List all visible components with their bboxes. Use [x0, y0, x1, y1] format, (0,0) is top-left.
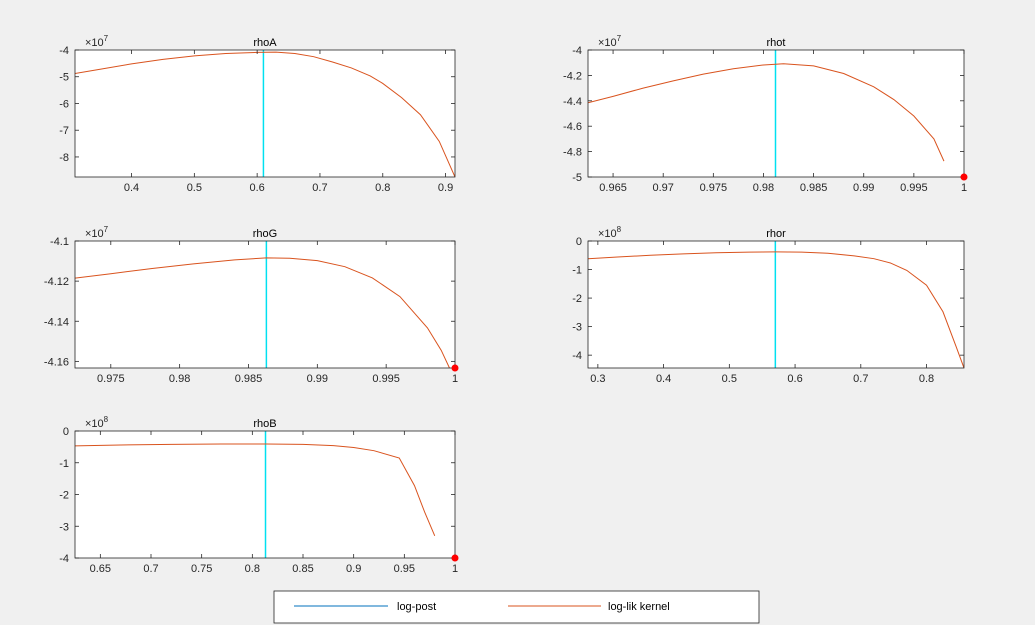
subplot-rhot: 0.965 0.97 0.975 0.98 0.985 0.99 0.995 1 -5 -4.8 -…	[563, 34, 968, 194]
y-tick-label-rhot: -4.4	[563, 96, 582, 108]
x-tick-label-rhot: 0.995	[900, 182, 928, 194]
x-tick-label-rhoa: 0.5	[187, 182, 202, 194]
title-rhoa: rhoA	[253, 37, 277, 49]
x-tick-label-rhor: 0.6	[787, 373, 802, 385]
y-tick-label-rhot: -4.8	[563, 147, 582, 159]
x-tick-label-rhot: 0.965	[599, 182, 627, 194]
x-tick-label-rhob: 0.75	[191, 563, 212, 575]
x-tick-label-rhog: 0.99	[307, 373, 328, 385]
y-tick-label-rhoa: -8	[59, 152, 69, 164]
x-tick-label-rhob: 0.7	[143, 563, 158, 575]
y-exponent-rhot: ×107	[598, 34, 622, 49]
y-tick-label-rhog: -4.14	[44, 316, 69, 328]
y-tick-label-rhog: -4.16	[44, 356, 69, 368]
x-tick-label-rhot: 0.985	[800, 182, 828, 194]
y-exponent-rhoa: ×107	[85, 34, 109, 49]
legend-box	[273, 590, 760, 624]
axes-box-rhog	[74, 240, 456, 369]
x-tick-label-rhor: 0.8	[919, 373, 934, 385]
plot-area-rhog	[75, 241, 455, 368]
x-tick-label-rhob: 0.9	[346, 563, 361, 575]
subplot-rhog: 0.975 0.98 0.985 0.99 0.995 1 -4.16 -4.14 -4.12 -…	[44, 225, 459, 385]
y-tick-label-rhoa: -5	[59, 72, 69, 84]
y-tick-label-rhoa: -4	[59, 45, 69, 57]
lik-kernel-line-rhog	[75, 257, 450, 368]
x-tick-label-rhob: 0.65	[90, 563, 111, 575]
x-tick-label-rhoa: 0.4	[124, 182, 139, 194]
x-tick-label-rhot: 0.97	[652, 182, 673, 194]
title-rhot: rhot	[767, 37, 786, 49]
title-rhor: rhor	[766, 228, 786, 240]
y-tick-label-rhot: -4.2	[563, 70, 582, 82]
lik-kernel-line-rhoa	[75, 51, 455, 177]
subplot-rhob: 0.65 0.7 0.75 0.8 0.85 0.9 0.95 1 -4 -3 -2 -1 0 ×108 r…	[59, 415, 459, 575]
x-tick-label-rhot: 1	[961, 182, 967, 194]
x-tick-label-rhob: 0.85	[292, 563, 313, 575]
y-tick-label-rhob: -2	[59, 490, 69, 502]
red-marker-rhog	[451, 364, 459, 372]
x-tick-label-rhog: 0.995	[372, 373, 400, 385]
y-tick-label-rhor: -2	[572, 293, 582, 305]
x-tick-label-rhot: 0.98	[753, 182, 774, 194]
lik-kernel-line-rhot	[588, 63, 945, 162]
x-tick-label-rhor: 0.7	[853, 373, 868, 385]
y-tick-label-rhob: 0	[63, 426, 69, 438]
red-marker-rhot	[960, 173, 968, 181]
y-exponent-rhob: ×108	[85, 415, 109, 430]
x-tick-label-rhor: 0.4	[656, 373, 671, 385]
plot-area-rhoa	[75, 50, 455, 177]
y-tick-label-rhob: -3	[59, 521, 69, 533]
y-tick-label-rhob: -4	[59, 553, 69, 565]
axes-box-rhor	[587, 240, 965, 369]
x-tick-label-rhoa: 0.7	[312, 182, 327, 194]
x-tick-label-rhot: 0.99	[853, 182, 874, 194]
red-marker-rhob	[451, 554, 459, 562]
legend: log-post log-lik kernel	[273, 590, 760, 624]
legend-label-log-lik-kernel: log-lik kernel	[608, 601, 670, 613]
subplot-rhoa: 0.4 0.5 0.6 0.7 0.8 0.9 -8 -7 -6 -5 -4 ×107 rhoA	[59, 34, 456, 194]
y-tick-label-rhor: 0	[576, 236, 582, 248]
y-tick-label-rhoa: -7	[59, 125, 69, 137]
x-tick-label-rhog: 1	[452, 373, 458, 385]
y-tick-label-rhoa: -6	[59, 98, 69, 110]
y-tick-label-rhot: -4.6	[563, 121, 582, 133]
x-tick-label-rhoa: 0.8	[375, 182, 390, 194]
y-tick-label-rhor: -3	[572, 322, 582, 334]
lik-kernel-line-rhob	[75, 443, 436, 536]
title-rhob: rhoB	[253, 418, 276, 430]
y-tick-label-rhor: -1	[572, 265, 582, 277]
x-tick-label-rhob: 0.8	[245, 563, 260, 575]
lik-kernel-line-rhor	[588, 251, 964, 368]
y-exponent-rhor: ×108	[598, 225, 622, 240]
x-tick-label-rhoa: 0.6	[250, 182, 265, 194]
x-tick-label-rhog: 0.975	[97, 373, 125, 385]
axes-box-rhot	[587, 49, 965, 178]
x-tick-label-rhob: 0.95	[394, 563, 415, 575]
subplots-container: 0.4 0.5 0.6 0.7 0.8 0.9 -8 -7 -6 -5 -4 ×107 rhoA 0.96…	[44, 34, 968, 575]
x-tick-label-rhog: 0.98	[169, 373, 190, 385]
y-tick-label-rhog: -4.1	[50, 236, 69, 248]
y-tick-label-rhog: -4.12	[44, 276, 69, 288]
subplot-rhor: 0.3 0.4 0.5 0.6 0.7 0.8 -4 -3 -2 -1 0 ×108 rhor	[572, 225, 965, 385]
axes-box-rhoa	[74, 49, 456, 178]
x-tick-label-rhor: 0.3	[590, 373, 605, 385]
title-rhog: rhoG	[253, 228, 277, 240]
y-tick-label-rhob: -1	[59, 458, 69, 470]
x-tick-label-rhor: 0.5	[722, 373, 737, 385]
x-tick-label-rhot: 0.975	[700, 182, 728, 194]
y-exponent-rhog: ×107	[85, 225, 109, 240]
y-tick-label-rhor: -4	[572, 350, 582, 362]
x-tick-label-rhob: 1	[452, 563, 458, 575]
y-tick-label-rhot: -5	[572, 172, 582, 184]
x-tick-label-rhoa: 0.9	[438, 182, 453, 194]
y-tick-label-rhot: -4	[572, 45, 582, 57]
x-tick-label-rhog: 0.985	[235, 373, 263, 385]
legend-label-log-post: log-post	[397, 601, 436, 613]
